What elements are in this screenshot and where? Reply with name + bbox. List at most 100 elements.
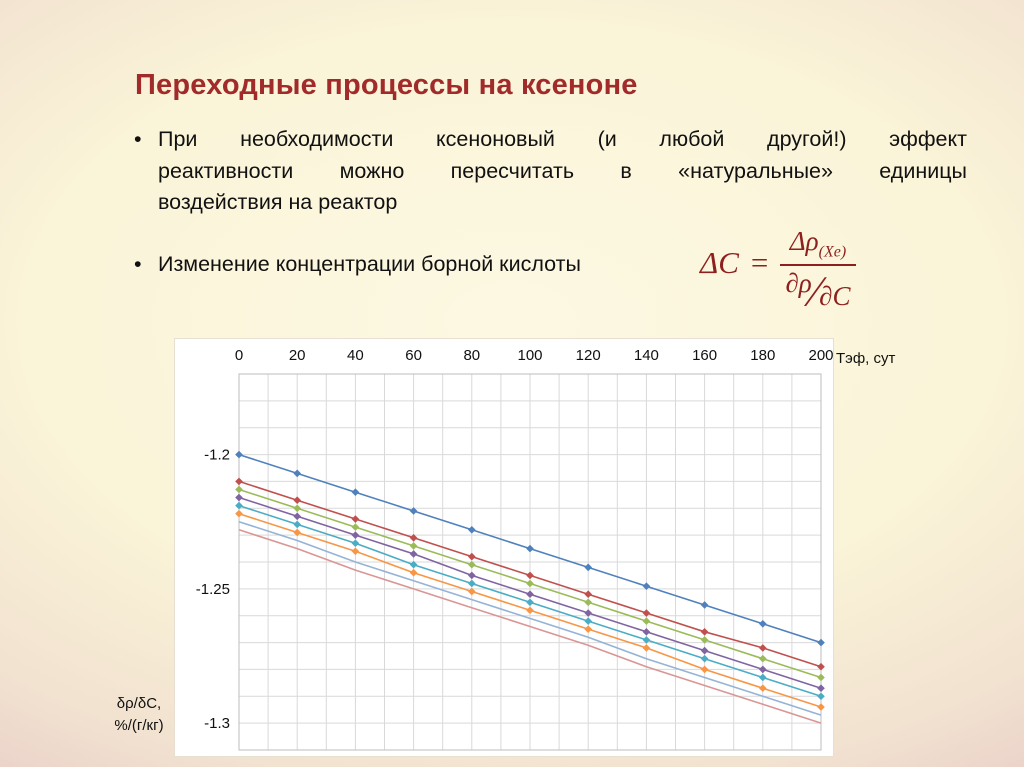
series-line (238, 529, 822, 724)
series-marker (409, 568, 418, 577)
x-tick-label: 80 (463, 347, 480, 364)
x-axis-title: Тэф, сут (836, 350, 896, 367)
series-marker (584, 617, 593, 625)
series-marker (351, 539, 360, 548)
series-marker (700, 601, 709, 609)
bullet-1-text: При необходимости ксеноновый (и любой др… (158, 124, 967, 219)
page-title: Переходные процессы на ксеноне (135, 69, 638, 102)
grid-lines (238, 373, 822, 751)
series-marker (526, 590, 534, 599)
series-marker (700, 646, 709, 655)
bullet-item-2: Изменение концентрации борной кислоты (134, 249, 967, 281)
formula-den-bottom: ∂C (819, 281, 851, 312)
formula-fraction: Δρ(Xe) ∂ρ∕∂C (779, 226, 857, 314)
y-axis-title-line-1: δρ/δС, (116, 695, 162, 712)
series-marker (584, 563, 593, 572)
series-marker (409, 507, 418, 515)
y-tick-label: -1.3 (204, 715, 230, 732)
x-tick-labels: 0 20 40 60 80 100 120 140 160 180 200 (235, 347, 834, 364)
formula-den-slash: ∕ (811, 267, 820, 317)
series-marker (700, 636, 709, 644)
series-marker (293, 520, 302, 529)
formula-equals: = (748, 244, 770, 280)
y-axis-title: δρ/δС, %/(г/кг) (100, 693, 178, 737)
series-marker (526, 544, 534, 553)
series-marker (642, 628, 651, 636)
y-tick-label: -1.2 (204, 447, 230, 464)
series-marker (467, 579, 476, 588)
x-tick-label: 0 (235, 347, 243, 364)
series-marker (642, 582, 651, 590)
series-marker (235, 477, 243, 486)
formula-lhs: ΔC (700, 244, 739, 280)
series-marker (817, 684, 825, 693)
series-marker (642, 644, 651, 652)
series-7 (238, 520, 822, 716)
y-tick-labels: -1.2 -1.25 -1.3 (196, 447, 230, 733)
series-marker (293, 469, 302, 478)
series-marker (584, 590, 593, 599)
series-marker (467, 571, 476, 580)
y-axis-title-line-2: %/(г/кг) (114, 716, 164, 734)
bullet-icon (134, 124, 158, 219)
series-marker (526, 598, 534, 607)
series-marker (817, 673, 825, 682)
formula-denominator: ∂ρ∕∂C (785, 266, 850, 314)
series-marker (526, 571, 534, 580)
series-line (238, 520, 822, 716)
series-marker (467, 525, 476, 534)
series-marker (293, 512, 302, 521)
x-tick-label: 200 (808, 347, 833, 364)
series-marker (526, 579, 534, 588)
series-marker (700, 654, 709, 663)
series-marker (758, 673, 767, 682)
x-tick-label: 120 (576, 347, 601, 364)
formula-den-top: ∂ρ (785, 268, 812, 299)
series-4 (235, 493, 825, 693)
series-marker (758, 619, 767, 628)
x-tick-label: 20 (289, 347, 306, 364)
series-marker (351, 523, 360, 531)
bullet-item-1: При необходимости ксеноновый (и любой др… (134, 124, 967, 219)
series-marker (817, 703, 825, 711)
series-marker (584, 625, 593, 633)
series-8 (238, 529, 822, 724)
formula-numerator: Δρ(Xe) (779, 226, 857, 267)
series-marker (758, 644, 767, 652)
bullet-icon (134, 249, 158, 281)
series-2 (235, 477, 825, 671)
series-marker (409, 542, 418, 550)
series-marker (817, 692, 825, 701)
x-tick-label: 140 (634, 347, 659, 364)
series-marker (700, 628, 709, 636)
y-tick-label: -1.25 (196, 581, 230, 598)
x-tick-label: 60 (405, 347, 422, 364)
bullet-2-text: Изменение концентрации борной кислоты (158, 251, 581, 276)
series-marker (351, 547, 360, 556)
xenon-reactivity-chart: 0 20 40 60 80 100 120 140 160 180 200 -1.2 -1.25 -1.3 (196, 347, 834, 751)
series-marker (235, 450, 243, 459)
series-marker (235, 509, 243, 518)
series-marker (526, 606, 534, 615)
series-marker (584, 609, 593, 617)
series-marker (409, 550, 418, 558)
chart-container: 0 20 40 60 80 100 120 140 160 180 200 -1.2 -1.25 -1.3 (175, 339, 834, 756)
series-marker (584, 598, 593, 607)
bullet-1-line-1: При необходимости ксеноновый (и любой др… (158, 127, 967, 151)
series-marker (758, 665, 767, 674)
formula-numerator-sub: (Xe) (818, 243, 847, 261)
series-marker (817, 662, 825, 671)
bullet-1-line-3: воздействия на реактор (158, 190, 398, 215)
series-marker (293, 504, 302, 513)
series-marker (235, 493, 243, 502)
series-5 (235, 501, 825, 701)
formula-numerator-main: Δρ (789, 226, 819, 256)
x-tick-label: 180 (750, 347, 775, 364)
series-marker (758, 684, 767, 693)
series-marker (758, 654, 767, 663)
plot-border (238, 373, 822, 751)
series-marker (700, 665, 709, 674)
series-marker (351, 515, 360, 523)
x-tick-label: 100 (517, 347, 542, 364)
